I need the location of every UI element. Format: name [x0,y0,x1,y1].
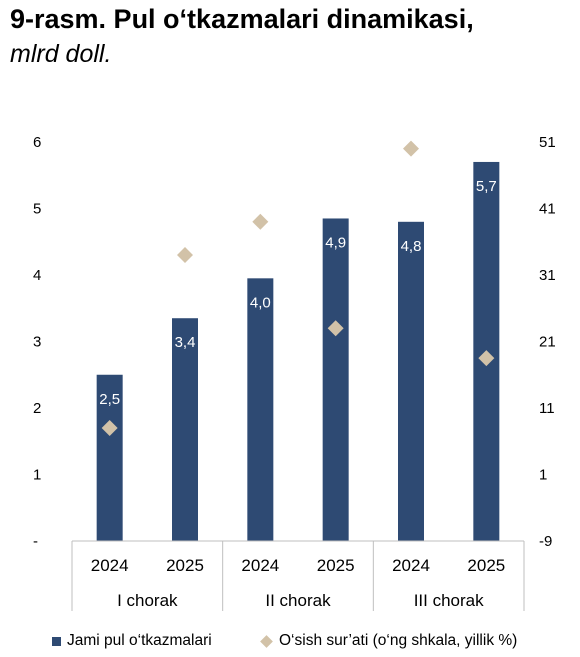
growth-rate-point [101,419,118,436]
bar [247,278,274,541]
growth-rate-series [101,140,495,436]
legend: Jami pul o‘tkazmalari O‘sish sur’ati (o‘… [0,632,580,654]
bar-data-label: 2,5 [99,391,120,408]
quarter-group-label: I chorak [117,591,178,610]
right-tick-label: 51 [539,134,556,151]
left-tick-label: - [33,533,38,550]
legend-swatch-bar [52,636,61,646]
bar-series [96,161,500,542]
bar-data-label: 4,0 [250,294,271,311]
growth-rate-point [478,350,495,367]
right-tick-label: 11 [539,400,555,417]
bar-data-label: 4,9 [325,234,346,251]
growth-rate-point [403,140,419,157]
left-tick-label: 6 [33,134,41,151]
year-tick-label: 2025 [317,556,355,575]
bar [398,221,424,542]
bar-data-labels: 2,5 3,4 4,0 4,9 4,8 5,7 [99,178,497,408]
left-axis-ticks: - 1 2 3 4 5 6 [33,134,41,550]
right-tick-label: 21 [539,334,556,351]
right-tick-label: 1 [539,467,547,484]
legend-swatch-diamond [260,634,273,648]
left-tick-label: 4 [33,267,41,284]
legend-item-growth: O‘sish sur’ati (o‘ng shkala, yillik %) [260,632,518,650]
left-tick-label: 1 [33,467,41,484]
bar [322,218,349,541]
quarter-group-label: II chorak [265,591,331,610]
year-tick-label: 2025 [467,556,505,575]
right-tick-label: 41 [539,201,556,218]
bar-data-label: 5,7 [476,178,497,195]
chart-title: 9-rasm. Pul o‘tkazmalari dinamikasi, [10,4,474,34]
right-tick-label: 31 [539,267,556,284]
left-tick-label: 5 [33,201,41,218]
bar [96,374,123,541]
bar-data-label: 4,8 [401,238,422,255]
quarter-group-label: III chorak [414,591,484,610]
growth-rate-point [252,213,269,230]
year-tick-label: 2024 [392,556,430,575]
legend-label-growth: O‘sish sur’ati (o‘ng shkala, yillik %) [279,632,518,649]
left-tick-label: 3 [33,334,41,351]
growth-rate-point [327,320,344,337]
year-tick-label: 2024 [241,556,279,575]
bar-data-label: 3,4 [175,334,196,351]
chart-subtitle: mlrd doll. [10,40,112,68]
x-axis: 2024 2025 I chorak 2024 2025 II chorak 2024 202… [71,540,525,611]
legend-label-transfers: Jami pul o‘tkazmalari [67,632,212,649]
legend-item-transfers: Jami pul o‘tkazmalari [52,632,212,650]
year-tick-label: 2024 [91,556,129,575]
left-tick-label: 2 [33,400,41,417]
right-tick-label: -9 [539,533,552,550]
year-tick-label: 2025 [166,556,204,575]
bar [172,318,198,541]
growth-rate-point [177,247,193,264]
